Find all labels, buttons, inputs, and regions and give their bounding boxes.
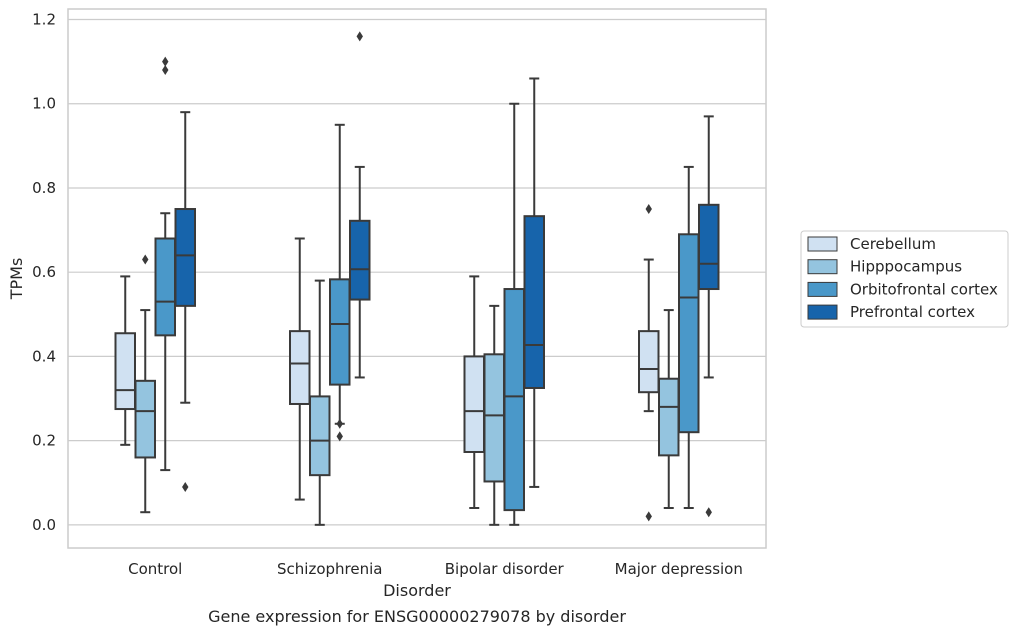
x-tick-label-control: Control <box>128 560 182 578</box>
box-iqr <box>463 355 485 453</box>
box-iqr <box>503 288 525 512</box>
outlier-point <box>645 511 652 522</box>
legend: Cerebellum Hipppocampus Orbitofrontal cort… <box>800 230 1009 328</box>
box-cerebellum-bipolar-disorder <box>463 275 485 509</box>
box-prefrontal-cortex-schizophrenia <box>349 31 371 379</box>
x-axis-label: Disorder <box>383 581 451 600</box>
outlier-point <box>182 481 189 492</box>
box-iqr <box>289 330 311 405</box>
box-iqr <box>658 377 680 457</box>
outlier-point <box>356 31 363 42</box>
legend-item-prefrontal-cortex: Prefrontal cortex <box>807 303 975 321</box>
box-orbitofrontal-cortex-control <box>154 56 176 472</box>
box-iqr <box>134 379 156 459</box>
box-iqr <box>523 215 545 389</box>
legend-swatch <box>807 281 838 297</box>
box-hipppocampus-bipolar-disorder <box>483 304 505 526</box>
plot-frame <box>67 8 767 549</box>
box-hipppocampus-schizophrenia <box>309 279 331 526</box>
outlier-point <box>645 204 652 215</box>
box-iqr <box>309 395 331 477</box>
box-prefrontal-cortex-control <box>174 111 196 492</box>
box-hipppocampus-major-depression <box>658 309 680 509</box>
box-orbitofrontal-cortex-schizophrenia <box>329 123 351 442</box>
legend-swatch <box>807 236 838 252</box>
legend-label: Hipppocampus <box>850 258 962 276</box>
y-tick-label: 0.8 <box>32 179 56 197</box>
box-cerebellum-schizophrenia <box>289 237 311 501</box>
series-orbitofrontal-cortex <box>154 56 700 526</box>
y-tick-label: 0.0 <box>32 516 56 534</box>
y-tick-label: 0.4 <box>32 347 56 365</box>
outlier-point <box>336 431 343 442</box>
box-iqr <box>483 353 505 483</box>
x-tick-label-major-depression: Major depression <box>615 560 743 578</box>
legend-item-hipppocampus: Hipppocampus <box>807 258 962 276</box>
box-iqr <box>698 203 720 291</box>
x-tick-label-bipolar-disorder: Bipolar disorder <box>445 560 565 578</box>
outlier-point <box>162 65 169 76</box>
legend-frame <box>800 230 1009 328</box>
y-tick-label: 1.2 <box>32 11 56 29</box>
box-orbitofrontal-cortex-major-depression <box>678 165 700 509</box>
y-tick-labels: 0.0 0.2 0.4 0.6 0.8 1.0 1.2 <box>32 11 56 534</box>
box-iqr <box>174 208 196 307</box>
box-prefrontal-cortex-major-depression <box>698 115 720 518</box>
y-tick-label: 1.0 <box>32 95 56 113</box>
legend-item-orbitofrontal-cortex: Orbitofrontal cortex <box>807 280 998 298</box>
legend-label: Cerebellum <box>850 235 936 253</box>
box-iqr <box>638 330 660 394</box>
legend-label: Prefrontal cortex <box>850 303 975 321</box>
box-iqr <box>114 332 136 411</box>
x-tick-label-schizophrenia: Schizophrenia <box>277 560 382 578</box>
y-tick-label: 0.2 <box>32 432 56 450</box>
legend-item-cerebellum: Cerebellum <box>807 235 936 253</box>
series-prefrontal-cortex <box>174 31 720 518</box>
outlier-point <box>705 507 712 518</box>
x-tick-labels: Control Schizophrenia Bipolar disorder Majo… <box>128 560 743 578</box>
box-iqr <box>678 233 700 434</box>
box-iqr <box>349 219 371 301</box>
chart-caption: Gene expression for ENSG00000279078 by d… <box>208 607 626 626</box>
legend-swatch <box>807 259 838 275</box>
box-prefrontal-cortex-bipolar-disorder <box>523 77 545 488</box>
box-plot-series <box>114 31 720 526</box>
y-axis-label: TPMs <box>7 258 26 301</box>
outlier-point <box>162 56 169 67</box>
box-orbitofrontal-cortex-bipolar-disorder <box>503 102 525 526</box>
y-tick-label: 0.6 <box>32 263 56 281</box>
outlier-point <box>142 254 149 265</box>
box-iqr <box>329 278 351 386</box>
box-cerebellum-major-depression <box>638 204 660 522</box>
box-iqr <box>154 237 176 337</box>
legend-swatch <box>807 304 838 320</box>
box-hipppocampus-control <box>134 254 156 514</box>
outlier-point <box>336 418 343 429</box>
series-hipppocampus <box>134 254 680 526</box>
legend-label: Orbitofrontal cortex <box>850 280 998 298</box>
series-cerebellum <box>114 204 660 522</box>
box-cerebellum-control <box>114 275 136 446</box>
